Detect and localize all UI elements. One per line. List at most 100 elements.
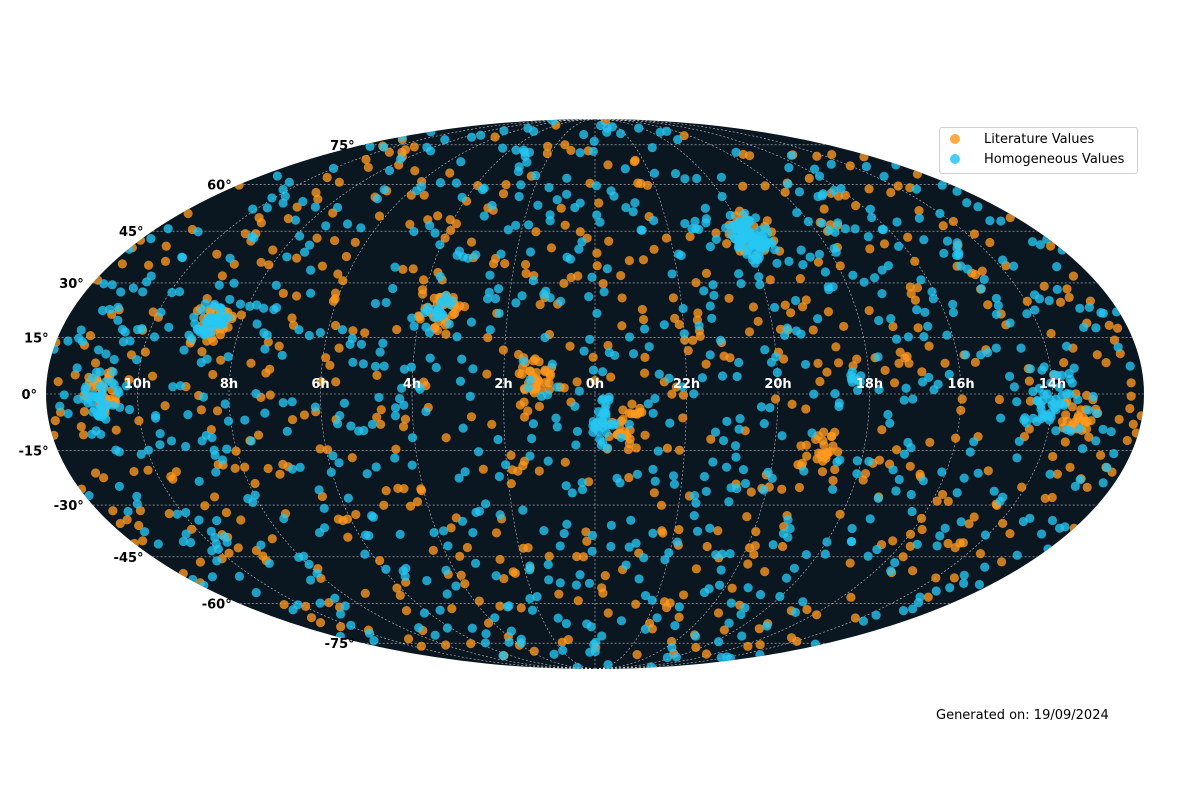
- homogeneous-point: [912, 305, 922, 315]
- literature-point: [969, 512, 979, 522]
- homogeneous-point: [514, 191, 524, 202]
- homogeneous-point: [310, 402, 320, 412]
- literature-point: [331, 377, 341, 387]
- homogeneous-point: [998, 255, 1008, 265]
- homogeneous-point: [435, 271, 445, 282]
- homogeneous-point: [1057, 245, 1067, 255]
- homogeneous-point: [648, 464, 658, 474]
- homogeneous-point: [991, 293, 1002, 304]
- homogeneous-point: [584, 292, 594, 302]
- homogeneous-point: [117, 324, 128, 335]
- homogeneous-point: [476, 130, 486, 140]
- literature-point: [683, 346, 693, 356]
- homogeneous-point: [326, 467, 336, 477]
- homogeneous-point: [1098, 478, 1108, 488]
- homogeneous-point: [571, 440, 581, 450]
- homogeneous-point: [597, 631, 607, 641]
- literature-point: [932, 496, 942, 506]
- literature-point: [545, 369, 555, 379]
- homogeneous-point: [717, 371, 728, 381]
- homogeneous-point: [891, 334, 902, 344]
- literature-point: [408, 264, 418, 274]
- literature-point: [573, 596, 583, 606]
- homogeneous-point: [980, 562, 990, 572]
- literature-point: [217, 271, 227, 281]
- homogeneous-point: [430, 630, 440, 640]
- homogeneous-point: [863, 231, 873, 242]
- homogeneous-point: [690, 490, 700, 501]
- homogeneous-point: [413, 381, 424, 392]
- homogeneous-point: [761, 223, 771, 234]
- homogeneous-point: [506, 626, 516, 636]
- homogeneous-point: [522, 157, 532, 167]
- homogeneous-point: [452, 332, 462, 342]
- homogeneous-point: [796, 245, 806, 255]
- literature-point: [616, 270, 626, 281]
- homogeneous-point: [187, 334, 197, 344]
- ra-tick-label: 0h: [586, 377, 604, 392]
- homogeneous-point: [249, 233, 259, 243]
- literature-point: [833, 358, 844, 368]
- literature-point: [851, 201, 861, 211]
- homogeneous-point: [883, 409, 893, 420]
- homogeneous-point: [847, 523, 857, 534]
- homogeneous-point: [864, 456, 874, 466]
- literature-point: [661, 233, 672, 243]
- homogeneous-point: [1052, 261, 1062, 272]
- homogeneous-point: [183, 410, 193, 420]
- homogeneous-point: [805, 252, 815, 262]
- literature-point: [445, 215, 455, 225]
- homogeneous-point: [416, 181, 427, 192]
- homogeneous-point: [591, 418, 601, 428]
- dec-tick-label: 45°: [119, 225, 144, 240]
- homogeneous-point: [865, 514, 875, 524]
- literature-point: [572, 377, 582, 387]
- homogeneous-point: [539, 526, 549, 536]
- homogeneous-point: [670, 169, 681, 179]
- literature-point: [498, 189, 509, 199]
- homogeneous-point: [479, 183, 489, 193]
- literature-point: [160, 256, 171, 266]
- homogeneous-point: [1109, 448, 1119, 459]
- homogeneous-point: [235, 299, 246, 309]
- homogeneous-point: [865, 204, 875, 214]
- homogeneous-point: [768, 540, 778, 550]
- homogeneous-point: [113, 385, 123, 395]
- homogeneous-point: [225, 294, 235, 305]
- homogeneous-point: [920, 307, 930, 317]
- literature-point: [412, 497, 423, 507]
- literature-point: [746, 487, 756, 497]
- homogeneous-point: [721, 462, 732, 472]
- homogeneous-point: [290, 215, 301, 225]
- literature-point: [617, 321, 627, 331]
- homogeneous-point: [918, 476, 928, 486]
- literature-point: [760, 181, 770, 191]
- homogeneous-point: [954, 250, 964, 260]
- literature-point: [888, 321, 898, 332]
- literature-point: [724, 293, 734, 303]
- homogeneous-point: [673, 134, 683, 145]
- homogeneous-point: [725, 210, 735, 220]
- homogeneous-point: [647, 142, 657, 153]
- homogeneous-point: [480, 499, 491, 509]
- homogeneous-point: [894, 474, 904, 485]
- homogeneous-point: [185, 537, 196, 548]
- literature-point: [134, 520, 144, 531]
- dec-tick-labels: 75° 60° 45° 30° 15° 0° -15° -30° -45° -60° -75°: [19, 139, 355, 652]
- homogeneous-point: [234, 571, 245, 581]
- literature-point: [400, 414, 411, 424]
- homogeneous-point: [942, 330, 952, 340]
- homogeneous-point: [536, 391, 547, 402]
- homogeneous-point: [339, 398, 350, 408]
- homogeneous-point: [175, 381, 186, 391]
- homogeneous-point: [570, 401, 580, 411]
- homogeneous-point: [1055, 399, 1066, 409]
- literature-point: [50, 415, 60, 426]
- homogeneous-point: [1064, 368, 1074, 379]
- literature-point: [912, 169, 923, 179]
- literature-point: [604, 236, 614, 246]
- homogeneous-point: [937, 467, 947, 477]
- literature-point: [827, 149, 837, 160]
- homogeneous-point: [577, 237, 587, 247]
